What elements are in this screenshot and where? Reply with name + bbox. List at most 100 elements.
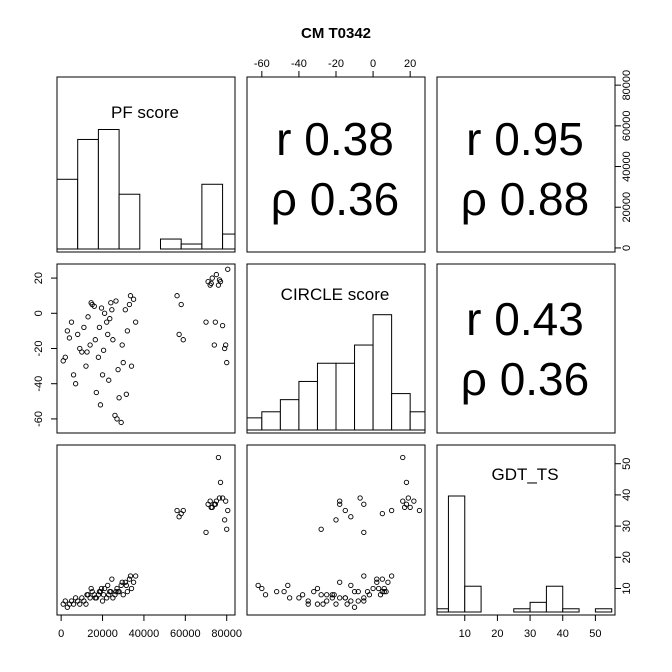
panel-0-0 [56,76,236,253]
point-pf-gdt [217,479,224,486]
point-pf-circle [105,331,111,338]
point-circle-gdt [400,454,406,461]
panel-1-2 [436,263,616,434]
point-pf-gdt [223,498,229,504]
circle-tick-label: -40 [33,376,45,392]
point-pf-gdt [107,588,113,595]
point-circle-gdt [337,501,343,507]
point-circle-gdt [374,576,380,582]
circle-tick-label: 20 [404,58,416,70]
axes: -60 -40 -20 0 20 0 20000 40000 60000 80000 10 20 30 4… [33,58,633,640]
point-pf-gdt [128,585,135,592]
circle-tick-label: -40 [291,58,307,70]
point-circle-gdt [361,598,367,604]
point-pf-gdt [208,504,214,511]
panel-1-0 [56,263,236,434]
pf-tick-label: 40000 [129,628,160,640]
point-circle-gdt [342,595,348,601]
point-pf-gdt [119,579,125,585]
point-pf-gdt [216,495,223,501]
point-circle-gdt [299,592,306,598]
variable-label-gdt: GDT_TS [491,465,558,484]
circle-tick-label: -20 [33,341,45,357]
point-circle-gdt [281,588,287,595]
point-circle-gdt [329,592,335,598]
point-pf-gdt [120,592,126,598]
point-pf-circle [211,342,217,348]
point-pf-gdt [225,507,231,514]
point-pf-circle [99,372,106,378]
circle-tick-label: -60 [254,58,270,70]
point-pf-circle [212,319,218,325]
corr-r-pf-circle: r 0.38 [276,113,394,165]
point-circle-gdt [364,588,371,595]
point-circle-gdt [314,601,321,607]
point-circle-gdt [416,507,423,514]
point-pf-gdt [127,573,134,579]
point-pf-circle [85,314,91,320]
point-circle-gdt [274,588,280,595]
point-circle-gdt [401,504,408,511]
point-circle-gdt [355,588,361,595]
gdt-tick-label: 30 [621,520,633,532]
point-pf-circle [213,271,220,278]
point-pf-gdt [70,601,77,607]
point-pf-gdt [101,585,108,592]
point-pf-circle [174,293,180,299]
hist-bar-gdt [562,608,580,613]
point-pf-circle [101,310,108,316]
point-circle-gdt [314,585,321,592]
hist-bar-gdt [529,601,547,613]
pf-tick-label: 80000 [211,628,242,640]
point-pf-circle [96,324,103,331]
gdt-tick-label: 40 [621,489,633,501]
point-pf-gdt [92,595,98,601]
pf-tick-label: 0 [58,628,64,640]
point-pf-gdt [96,588,103,595]
point-pf-circle [127,293,134,299]
gdt-tick-label: 50 [621,458,633,470]
point-pf-circle [126,301,133,308]
point-pf-circle [108,300,114,306]
point-pf-circle [225,266,231,272]
point-pf-gdt [118,582,124,589]
corr-r-circle-gdt: r 0.43 [466,293,584,345]
point-pf-circle [106,377,112,383]
hist-bar-circle [316,362,337,431]
point-circle-gdt [355,598,361,604]
hist-bar-pf [159,238,182,250]
point-circle-gdt [320,601,326,607]
point-pf-gdt [215,454,222,461]
circle-tick-label: 0 [370,58,376,70]
point-pf-circle [216,277,223,283]
point-pf-circle [93,389,99,396]
point-pf-gdt [109,576,115,582]
point-pf-gdt [83,601,89,607]
histograms [56,129,613,613]
point-pf-circle [72,381,79,387]
gdt-tick-label: 20 [621,551,633,563]
point-pf-gdt [222,517,228,523]
point-pf-circle [128,363,135,369]
point-circle-gdt [375,585,382,592]
pf-tick-label: 40000 [621,151,633,182]
hist-bar-circle [261,411,281,431]
point-circle-gdt [285,582,291,589]
hist-bar-circle [298,380,318,431]
point-circle-gdt [324,598,330,604]
point-pf-circle [68,319,75,325]
point-circle-gdt [361,501,367,507]
chart-title: CM T0342 [301,25,371,42]
point-circle-gdt [361,573,367,579]
point-circle-gdt [337,595,343,601]
point-circle-gdt [333,601,339,607]
point-circle-gdt [361,529,367,535]
point-circle-gdt [259,585,265,592]
point-pf-gdt [112,592,118,598]
point-circle-gdt [377,592,384,598]
corr-rho-pf-gdt: ρ 0.88 [461,173,589,225]
hist-bar-gdt [447,495,466,613]
point-circle-gdt [318,526,324,532]
point-circle-gdt [388,507,395,514]
point-circle-gdt [385,579,391,585]
